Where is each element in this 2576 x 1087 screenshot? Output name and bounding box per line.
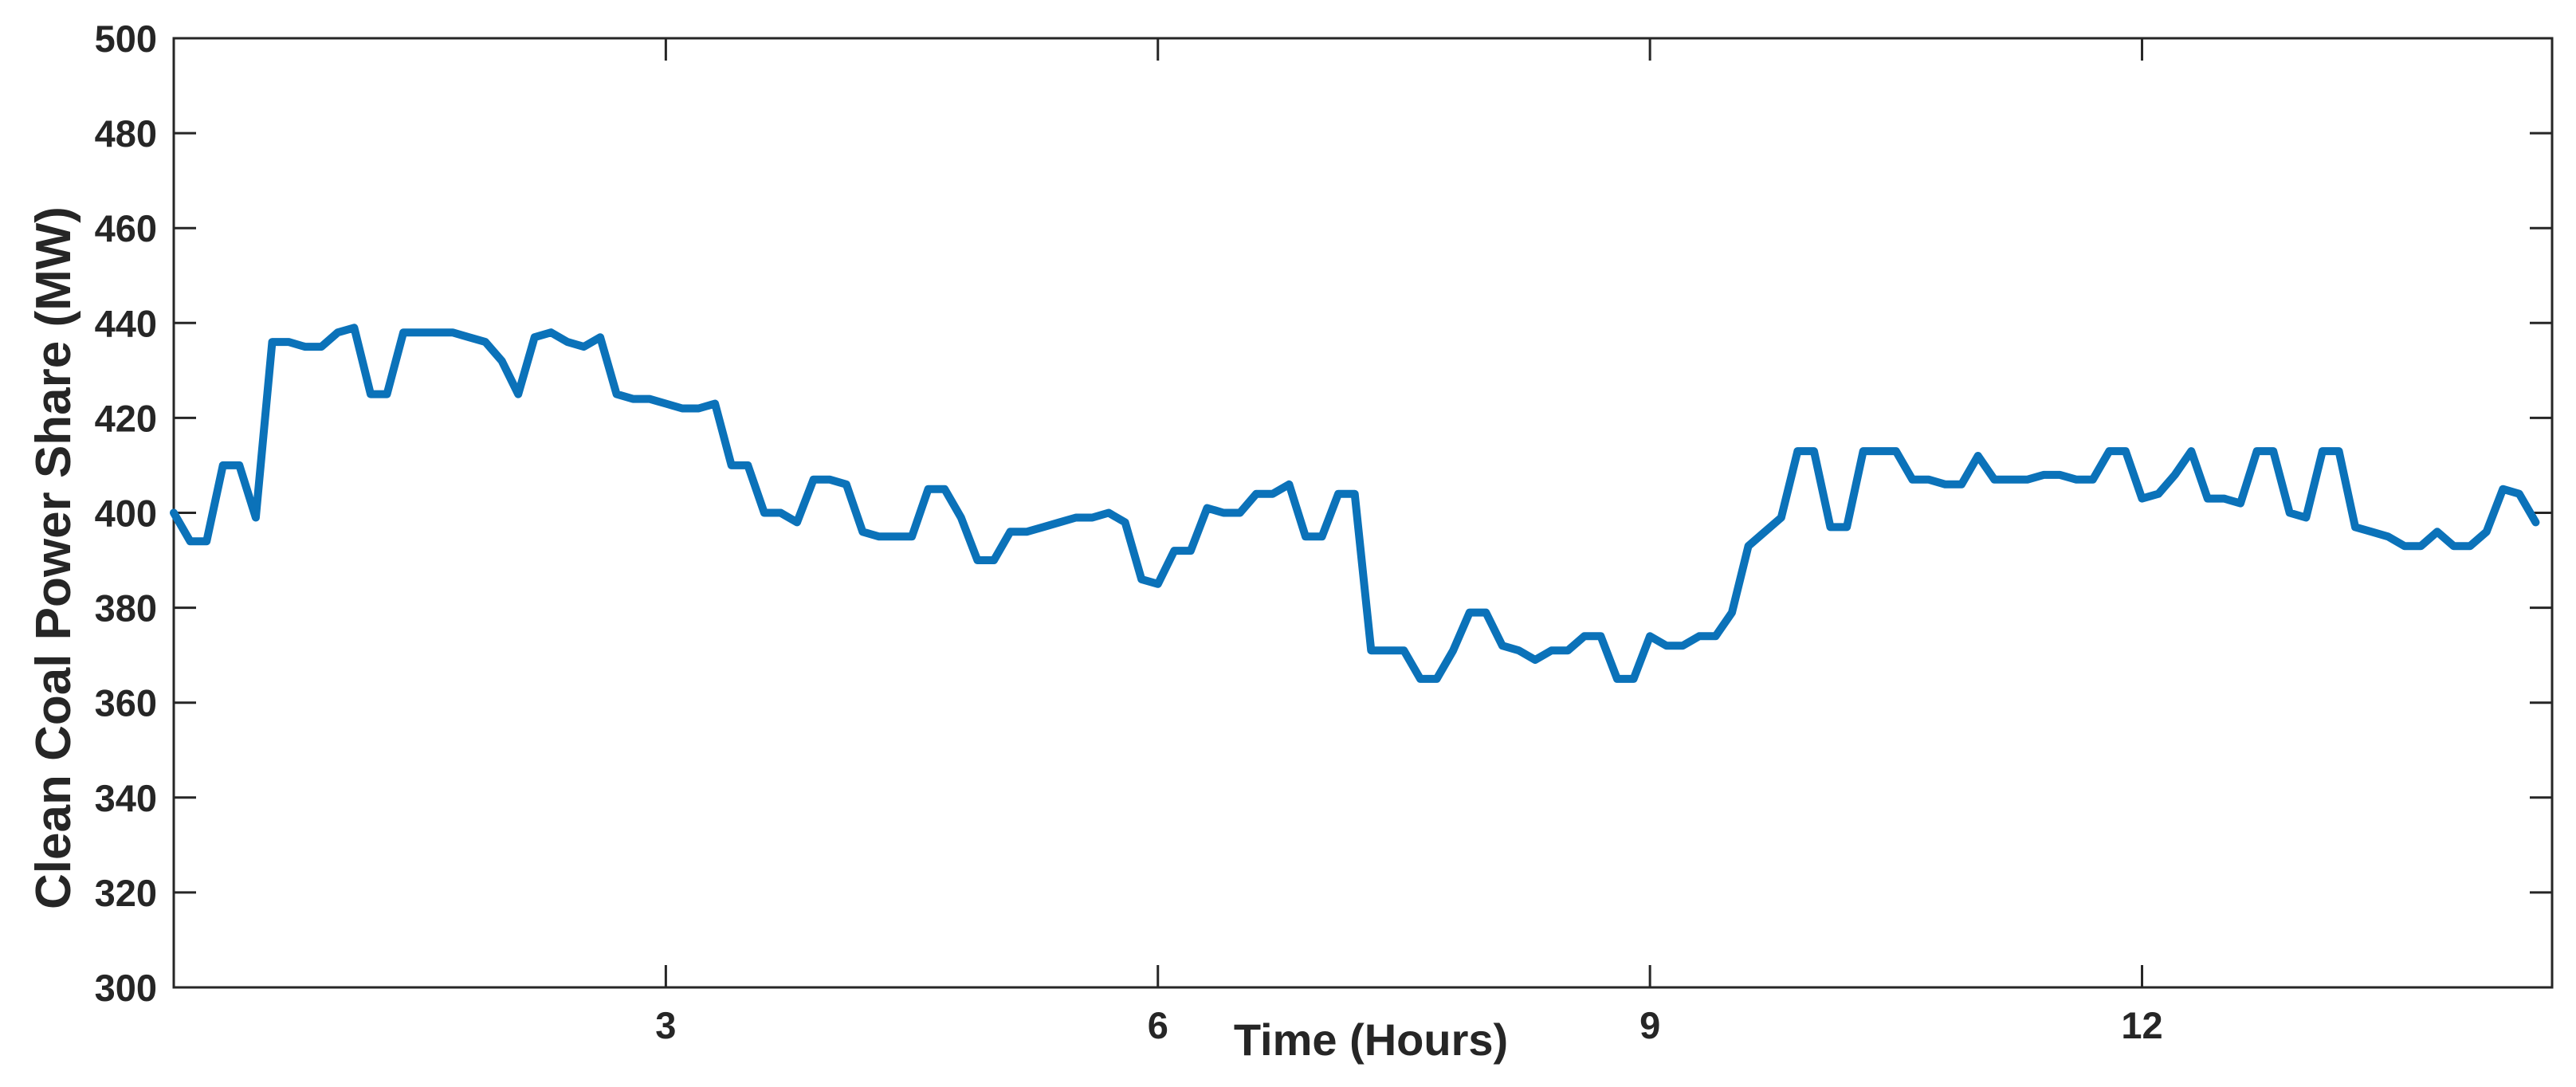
y-tick-label: 340: [95, 777, 157, 819]
axes-box: [172, 37, 2554, 989]
data-series: [170, 324, 2540, 683]
x-tick-labels: 3 6 9 12: [655, 1004, 2162, 1046]
y-tick-marks: [174, 37, 2552, 989]
y-tick-label: 440: [95, 302, 157, 344]
y-tick-label: 460: [95, 207, 157, 249]
x-tick-marks: [664, 38, 2144, 987]
x-tick-label: 12: [2121, 1004, 2162, 1046]
data-line: [170, 324, 2540, 683]
y-axis-label: Clean Coal Power Share (MW): [26, 206, 81, 909]
y-tick-label: 360: [95, 682, 157, 724]
axes: 300 320 340 360 380 400 420 440 460 480 500 3 6 9 12: [95, 18, 2554, 1046]
y-tick-label: 400: [95, 492, 157, 535]
y-tick-label: 300: [95, 967, 157, 1009]
y-tick-label: 320: [95, 872, 157, 914]
y-tick-label: 420: [95, 397, 157, 439]
x-tick-label: 9: [1639, 1004, 1660, 1046]
y-tick-label: 380: [95, 587, 157, 630]
y-tick-labels: 300 320 340 360 380 400 420 440 460 480 500: [95, 18, 157, 1009]
x-tick-label: 3: [655, 1004, 676, 1046]
x-tick-label: 6: [1148, 1004, 1168, 1046]
y-tick-label: 480: [95, 112, 157, 155]
x-axis-label: Time (Hours): [1234, 1014, 1508, 1065]
y-tick-label: 500: [95, 18, 157, 60]
